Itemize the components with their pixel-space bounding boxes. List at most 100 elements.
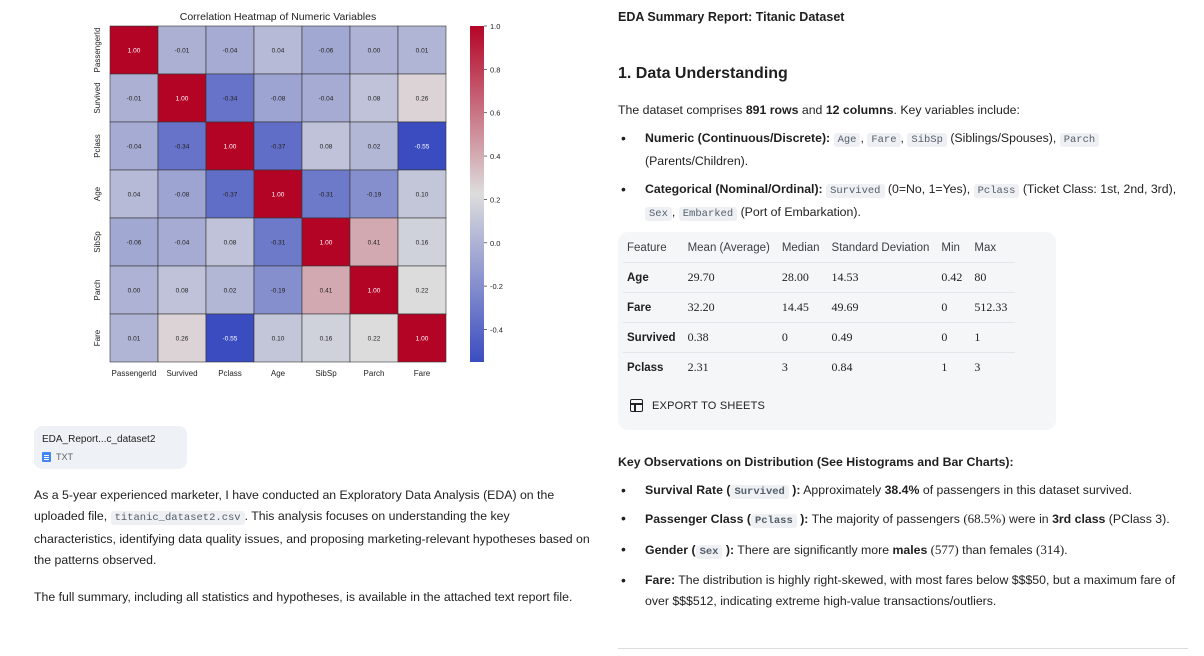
heatmap-cell-label: -0.31: [319, 192, 334, 199]
colorbar-tick-label: -0.4: [490, 325, 503, 334]
gender-code: Sex: [695, 545, 723, 559]
heatmap-y-tick: PassengerId: [93, 28, 102, 73]
table-cell: 80: [970, 262, 1016, 293]
table-cell: 14.53: [827, 262, 938, 293]
table-cell: 28.00: [777, 262, 828, 293]
heatmap-cell: [397, 313, 447, 363]
numeric-label: Numeric (Continuous/Discrete):: [645, 131, 831, 145]
heatmap-x-tick: Pclass: [218, 369, 242, 378]
intro-paragraph: As a 5-year experienced marketer, I have…: [34, 485, 590, 571]
pclass-label: Passenger Class (: [645, 512, 751, 526]
table-cell: 0.42: [937, 262, 971, 293]
survival-code: Survived: [730, 485, 789, 499]
heatmap-cell-label: -0.04: [127, 144, 142, 151]
heatmap-cell: [109, 25, 159, 75]
filename-code: titanic_dataset2.csv: [110, 511, 245, 525]
table-cell: 0.38: [683, 322, 778, 353]
gender-a: There are significantly more: [734, 543, 893, 557]
heatmap-cell-label: -0.01: [127, 96, 142, 103]
heatmap-x-tick: Age: [271, 369, 286, 378]
colorbar-tick-label: 1.0: [490, 22, 500, 31]
heatmap-cell-label: 0.26: [416, 96, 429, 103]
pclass-pct: (68.5%): [963, 511, 1006, 526]
heatmap-cell-label: -0.04: [319, 96, 334, 103]
heatmap-cell-label: -0.19: [367, 192, 382, 199]
heatmap-cell: [205, 73, 255, 123]
heatmap-cell-label: 1.00: [272, 192, 285, 199]
heatmap-cell-label: 0.02: [368, 144, 381, 151]
heatmap-cell-label: 0.10: [416, 192, 429, 199]
heatmap-x-tick: Survived: [166, 369, 197, 378]
heatmap-cell: [349, 169, 399, 219]
variable-list: Numeric (Continuous/Discrete): Age, Fare…: [618, 128, 1188, 225]
embarked-note: (Port of Embarkation).: [737, 205, 861, 219]
heatmap-cell-label: 0.16: [416, 240, 429, 247]
intro-text-a: As a 5-year experienced marketer, I have…: [34, 488, 555, 523]
attachment-type: TXT: [42, 452, 73, 462]
heatmap-cell-label: -0.55: [223, 336, 238, 343]
intro-and: and: [798, 103, 826, 117]
report-title: EDA Summary Report: Titanic Dataset: [618, 10, 845, 24]
table-cell: 3: [970, 352, 1016, 382]
heatmap-cell-label: 0.16: [320, 336, 333, 343]
table-cell: Age: [623, 262, 684, 293]
export-to-sheets-button[interactable]: EXPORT TO SHEETS: [630, 399, 765, 412]
heatmap-cell-label: 0.00: [368, 48, 381, 55]
heatmap-cell: [349, 73, 399, 123]
heatmap-cell-label: 1.00: [128, 48, 141, 55]
var-embarked: Embarked: [678, 207, 738, 221]
observation-fare: Fare: The distribution is highly right-s…: [618, 570, 1188, 612]
col-min: Min: [941, 242, 960, 254]
heatmap-y-tick: Age: [93, 186, 102, 201]
table-cell: 0.84: [827, 352, 938, 382]
heatmap-cell: [205, 313, 255, 363]
heatmap-y-tick: SibSp: [93, 231, 102, 253]
heatmap-cell: [157, 121, 207, 171]
survival-b: of passengers in this dataset survived.: [919, 483, 1133, 497]
table-cell: 1: [970, 322, 1016, 353]
heatmap-cell-label: 0.04: [272, 48, 285, 55]
heatmap-cell-label: -0.04: [175, 240, 190, 247]
heatmap-cell: [397, 217, 447, 267]
divider: [618, 648, 1188, 649]
heatmap-title: Correlation Heatmap of Numeric Variables: [180, 11, 376, 23]
colorbar-tick-label: 0.4: [490, 152, 500, 161]
heatmap-cell: [109, 217, 159, 267]
colorbar-tick-label: 0.0: [490, 239, 500, 248]
categorical-vars-item: Categorical (Nominal/Ordinal): Survived …: [618, 179, 1188, 225]
heatmap-cell: [397, 169, 447, 219]
observation-survival: Survival Rate (Survived ): Approximately…: [618, 480, 1188, 503]
gender-label: Gender (: [645, 543, 696, 557]
heatmap-cell-label: 1.00: [368, 288, 381, 295]
heatmap-x-tick: Fare: [414, 369, 431, 378]
heatmap-y-tick: Parch: [93, 280, 102, 301]
colorbar-tick-label: 0.2: [490, 195, 500, 204]
column-count: 12 columns: [825, 103, 894, 117]
colorbar-tick-label: 0.8: [490, 65, 500, 74]
heatmap-cell: [301, 313, 351, 363]
gender-males: (577): [927, 542, 959, 557]
table-cell: Pclass: [623, 352, 684, 382]
attachment-chip[interactable]: EDA_Report...c_dataset2 TXT: [34, 426, 187, 469]
heatmap-cell: [397, 265, 447, 315]
heatmap-cell-label: 0.26: [176, 336, 189, 343]
observation-pclass: Passenger Class (Pclass ): The majority …: [618, 508, 1188, 532]
heatmap-cell: [301, 73, 351, 123]
stats-table: Feature Mean (Average) Median Standard D…: [623, 234, 1016, 382]
heatmap-cell: [253, 25, 303, 75]
table-header-row: Feature Mean (Average) Median Standard D…: [623, 234, 1015, 263]
observations-list: Survival Rate (Survived ): Approximately…: [618, 480, 1188, 612]
attachment-type-label: TXT: [56, 452, 73, 462]
heatmap-cell-label: 0.22: [416, 288, 429, 295]
gender-close: ):: [725, 543, 735, 557]
heatmap-cell: [349, 313, 399, 363]
heatmap-cell-label: 0.01: [416, 48, 429, 55]
heatmap-cell-label: 0.01: [128, 336, 141, 343]
sibsp-note: (Siblings/Spouses),: [946, 131, 1060, 145]
heatmap-cell: [349, 121, 399, 171]
heatmap-cell: [109, 73, 159, 123]
heatmap-cell-label: -0.08: [271, 96, 286, 103]
col-max: Max: [974, 242, 997, 254]
heatmap-cell: [109, 169, 159, 219]
heatmap-cell-label: -0.01: [175, 48, 190, 55]
